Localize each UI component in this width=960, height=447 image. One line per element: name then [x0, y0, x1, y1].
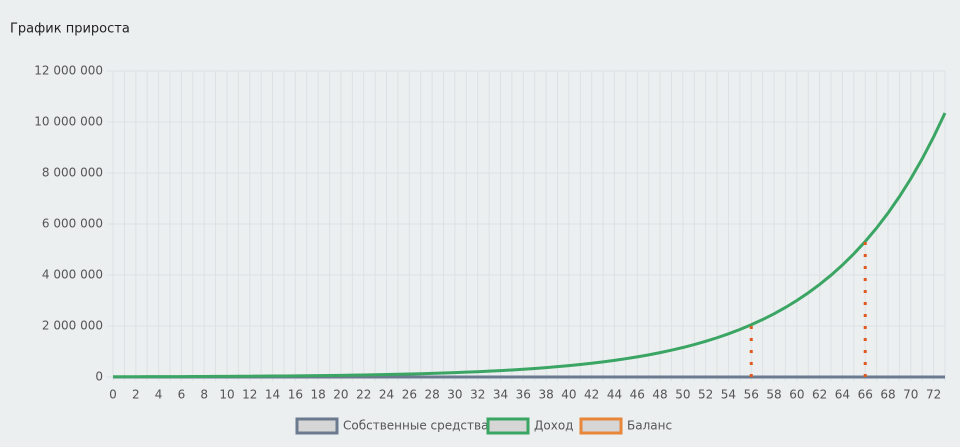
x-tick-label: 42: [584, 388, 599, 402]
x-tick-label: 10: [219, 388, 234, 402]
x-tick-label: 30: [447, 388, 462, 402]
x-tick-label: 68: [880, 388, 895, 402]
legend-label: Баланс: [627, 419, 672, 433]
legend-label: Собственные средства: [343, 419, 488, 433]
x-tick-label: 40: [561, 388, 576, 402]
x-tick-label: 64: [835, 388, 850, 402]
x-tick-label: 22: [356, 388, 371, 402]
x-tick-label: 54: [721, 388, 736, 402]
x-tick-label: 32: [470, 388, 485, 402]
x-tick-label: 24: [379, 388, 394, 402]
legend-swatch: [486, 417, 530, 435]
x-tick-label: 72: [926, 388, 941, 402]
y-tick-label: 6 000 000: [42, 217, 103, 231]
y-tick-label: 2 000 000: [42, 319, 103, 333]
legend-swatch: [295, 417, 339, 435]
x-tick-label: 8: [200, 388, 208, 402]
x-tick-label: 52: [698, 388, 713, 402]
y-tick-label: 4 000 000: [42, 268, 103, 282]
x-tick-label: 4: [155, 388, 163, 402]
x-tick-label: 44: [607, 388, 622, 402]
x-tick-label: 48: [652, 388, 667, 402]
x-tick-label: 46: [630, 388, 645, 402]
legend-label: Доход: [534, 419, 573, 433]
x-tick-label: 38: [538, 388, 553, 402]
series-line: [112, 112, 947, 379]
x-tick-label: 26: [402, 388, 417, 402]
y-tick-label: 10 000 000: [34, 115, 103, 129]
x-tick-label: 50: [675, 388, 690, 402]
legend-swatch: [579, 417, 623, 435]
x-tick-label: 16: [288, 388, 303, 402]
chart-title: График прироста: [10, 22, 130, 37]
x-tick-label: 2: [132, 388, 140, 402]
x-tick-label: 58: [766, 388, 781, 402]
y-tick-label: 0: [95, 370, 103, 384]
x-tick-label: 60: [789, 388, 804, 402]
x-tick-label: 36: [516, 388, 531, 402]
x-tick-label: 20: [333, 388, 348, 402]
y-tick-label: 12 000 000: [34, 64, 103, 78]
x-tick-label: 0: [109, 388, 117, 402]
y-tick-label: 8 000 000: [42, 166, 103, 180]
x-tick-label: 34: [493, 388, 508, 402]
x-tick-label: 28: [424, 388, 439, 402]
x-tick-label: 66: [858, 388, 873, 402]
x-tick-label: 14: [265, 388, 280, 402]
x-tick-label: 56: [744, 388, 759, 402]
x-tick-label: 6: [178, 388, 186, 402]
x-tick-label: 70: [903, 388, 918, 402]
x-tick-label: 12: [242, 388, 257, 402]
x-tick-label: 18: [311, 388, 326, 402]
x-tick-label: 62: [812, 388, 827, 402]
